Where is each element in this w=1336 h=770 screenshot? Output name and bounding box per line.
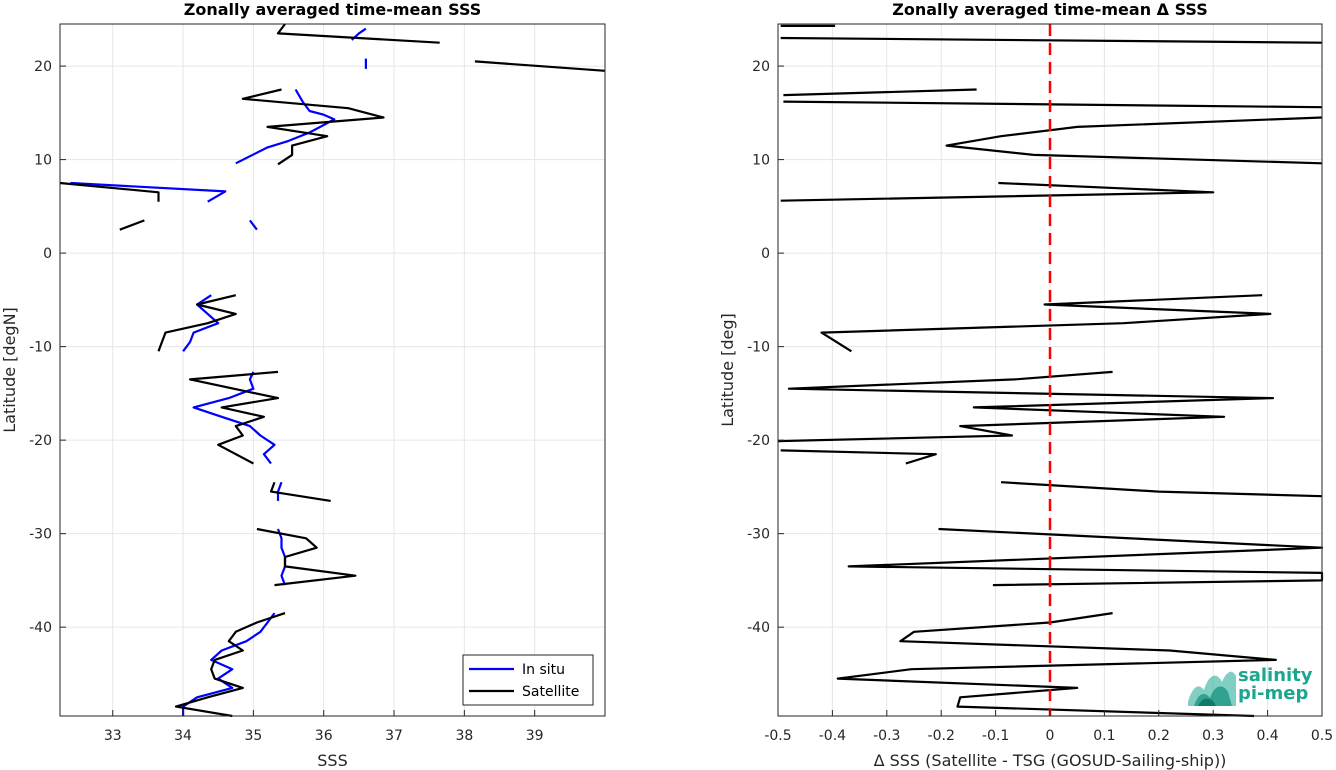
x-tick-label: -0.5: [764, 728, 791, 744]
logo-text-salinity: salinity: [1238, 665, 1313, 686]
legend-label-in-situ: In situ: [522, 662, 565, 678]
y-tick-label: -40: [747, 620, 770, 636]
delta-sss-y-axis-label: Latitude [deg]: [718, 313, 737, 427]
in-situ-line-segment: [192, 371, 276, 465]
x-tick-label: 0.1: [1093, 728, 1115, 744]
satellite-line-segment: [157, 294, 237, 352]
sss-y-ticks: -40 -30 -20 -10 0 10 20: [29, 59, 66, 636]
delta-sss-panel: -0.5 -0.4 -0.3 -0.2 -0.1 0 0.1 0.2 0.3 0.4 0.5 -40…: [718, 0, 1333, 770]
x-tick-label: 35: [244, 728, 262, 744]
y-tick-label: -10: [29, 340, 52, 356]
satellite-tsg-line-segment: [820, 294, 1272, 353]
x-tick-label: 0.2: [1148, 728, 1170, 744]
sss-panel: 33 34 35 36 37 38 39 -40 -30 -20 -10 0 10 20 Zonally…: [0, 0, 606, 770]
x-tick-label: 37: [385, 728, 403, 744]
x-tick-label: -0.4: [819, 728, 846, 744]
x-tick-label: -0.1: [982, 728, 1009, 744]
delta-sss-x-ticks: -0.5 -0.4 -0.3 -0.2 -0.1 0 0.1 0.2 0.3 0.4 0.5: [764, 710, 1333, 744]
satellite-tsg-line-segment: [783, 88, 977, 97]
sss-chart-title: Zonally averaged time-mean SSS: [184, 0, 482, 19]
satellite-line-segment: [59, 181, 160, 202]
satellite-tsg-line-segment: [847, 527, 1324, 587]
satellite-line-segment: [276, 23, 440, 44]
satellite-tsg-line-segment: [783, 100, 1323, 109]
satellite-line-segment: [174, 612, 286, 718]
y-tick-label: 0: [43, 246, 52, 262]
y-tick-label: 20: [34, 59, 52, 75]
satellite-line-segment: [256, 527, 357, 587]
x-tick-label: -0.2: [928, 728, 955, 744]
delta-sss-series: [777, 24, 1324, 718]
logo-text-pi-mep: pi-mep: [1238, 683, 1308, 704]
y-tick-label: -30: [747, 527, 770, 543]
in-situ-line-segment: [70, 181, 227, 203]
sss-series: [59, 23, 606, 718]
y-tick-label: -10: [747, 340, 770, 356]
satellite-line-segment: [474, 60, 606, 72]
satellite-tsg-line-segment: [780, 36, 1323, 44]
satellite-tsg-line-segment: [836, 612, 1277, 718]
x-tick-label: 34: [174, 728, 192, 744]
sss-plot-area: [60, 24, 605, 716]
satellite-tsg-line-segment: [1000, 481, 1323, 498]
delta-sss-y-ticks: -40 -30 -20 -10 0 10 20: [747, 59, 784, 636]
x-tick-label: 39: [526, 728, 544, 744]
satellite-tsg-line-segment: [780, 181, 1215, 202]
sss-axes-box: [59, 23, 606, 717]
y-tick-label: -20: [747, 433, 770, 449]
satellite-tsg-line-segment: [780, 449, 937, 465]
legend-box: [462, 654, 594, 706]
y-tick-label: -40: [29, 620, 52, 636]
delta-sss-x-axis-label: Δ SSS (Satellite - TSG (GOSUD-Sailing-sh…: [874, 751, 1227, 770]
y-tick-label: 10: [34, 153, 52, 169]
x-tick-label: 38: [455, 728, 473, 744]
sss-legend: In situ Satellite: [462, 654, 594, 706]
satellite-line-segment: [189, 370, 280, 465]
salinity-pi-mep-logo: salinity pi-mep: [1188, 665, 1313, 706]
sss-x-ticks: 33 34 35 36 37 38 39: [104, 710, 544, 744]
delta-sss-chart-title: Zonally averaged time-mean Δ SSS: [892, 0, 1208, 19]
x-tick-label: 33: [104, 728, 122, 744]
satellite-line-segment: [269, 481, 331, 502]
satellite-tsg-line-segment: [777, 370, 1275, 443]
x-tick-label: -0.3: [873, 728, 900, 744]
in-situ-line-segment: [249, 219, 258, 231]
satellite-tsg-line-segment: [945, 116, 1323, 165]
y-tick-label: 10: [752, 153, 770, 169]
x-tick-label: 0.5: [1311, 728, 1333, 744]
in-situ-line-segment: [182, 612, 276, 716]
x-tick-label: 0.4: [1256, 728, 1278, 744]
x-tick-label: 0: [1046, 728, 1055, 744]
satellite-line-segment: [241, 88, 385, 166]
y-tick-label: 0: [761, 246, 770, 262]
x-tick-label: 36: [315, 728, 333, 744]
y-tick-label: 20: [752, 59, 770, 75]
sss-y-axis-label: Latitude [degN]: [0, 307, 19, 433]
sss-x-axis-label: SSS: [317, 751, 347, 770]
satellite-line-segment: [119, 219, 145, 231]
wave-logo-icon: [1188, 671, 1236, 706]
x-tick-label: 0.3: [1202, 728, 1224, 744]
sss-gridlines: [60, 24, 605, 716]
legend-label-satellite: Satellite: [522, 684, 579, 700]
y-tick-label: -30: [29, 527, 52, 543]
y-tick-label: -20: [29, 433, 52, 449]
